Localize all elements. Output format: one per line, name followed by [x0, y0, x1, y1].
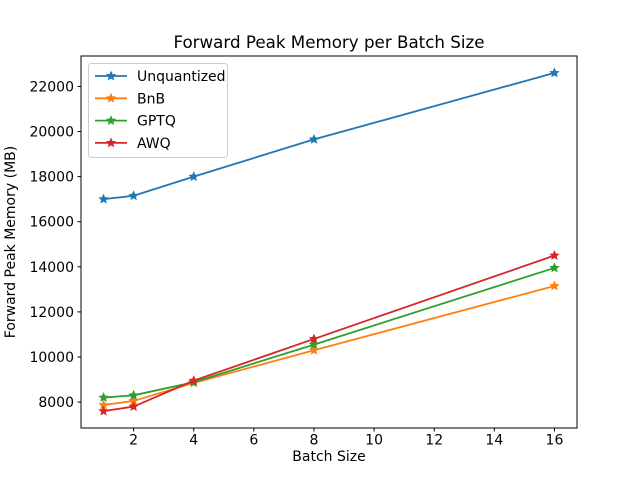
- x-tick-label: 10: [365, 433, 383, 449]
- series-marker-bnb: [128, 395, 139, 406]
- legend-star-icon: [105, 92, 117, 103]
- legend-label-unquantized: Unquantized: [137, 69, 226, 85]
- plot-border: [80, 55, 578, 429]
- series-marker-unquantized: [98, 193, 109, 204]
- legend-star-icon: [105, 70, 117, 81]
- legend-item-gptq: GPTQ: [95, 114, 176, 130]
- legend-label-bnb: BnB: [137, 91, 165, 107]
- legend-frame: [88, 63, 228, 158]
- y-tick-label: 10000: [29, 350, 74, 366]
- series-marker-gptq: [308, 339, 320, 350]
- legend-item-awq: AWQ: [95, 136, 171, 152]
- y-axis-label: Forward Peak Memory (MB): [3, 146, 19, 338]
- series-marker-awq: [98, 405, 109, 416]
- legend-item-bnb: BnB: [95, 91, 165, 107]
- y-tick-label: 20000: [29, 125, 74, 141]
- x-tick-label: 6: [249, 433, 258, 449]
- legend: Unquantized BnB GPTQ AWQ: [88, 63, 228, 158]
- chart-title: Forward Peak Memory per Batch Size: [173, 32, 484, 52]
- series-marker-bnb: [98, 399, 109, 410]
- series-line-gptq: [102, 267, 556, 399]
- x-tick-label: 16: [546, 433, 564, 449]
- series-marker-unquantized: [549, 67, 560, 78]
- series-marker-awq: [308, 333, 320, 344]
- x-tick-label: 4: [189, 433, 198, 449]
- y-tick-label: 12000: [29, 305, 74, 321]
- legend-item-unquantized: Unquantized: [95, 69, 226, 85]
- legend-star-icon: [105, 137, 117, 148]
- x-tick-label: 12: [425, 433, 443, 449]
- y-tick-label: 8000: [38, 395, 74, 411]
- y-tick-label: 22000: [29, 79, 74, 95]
- x-tick-label: 14: [485, 433, 503, 449]
- legend-label-gptq: GPTQ: [137, 114, 176, 130]
- series-marker-awq: [549, 250, 560, 260]
- series-marker-gptq: [549, 262, 560, 273]
- y-tick-label: 14000: [29, 260, 74, 276]
- y-tick-label: 18000: [29, 170, 74, 186]
- y-tick-label: 16000: [29, 215, 74, 231]
- series-marker-awq: [128, 401, 139, 412]
- series-marker-gptq: [98, 392, 109, 403]
- legend-label-awq: AWQ: [137, 136, 171, 152]
- x-tick-label: 2: [129, 433, 138, 449]
- series-marker-unquantized: [308, 133, 320, 144]
- x-tick-label: 8: [310, 433, 319, 449]
- x-axis-label: Batch Size: [292, 449, 365, 465]
- series-marker-bnb: [308, 344, 320, 355]
- series-marker-unquantized: [188, 171, 199, 182]
- series-marker-unquantized: [128, 190, 139, 201]
- plot-area: 2 4 6 8 10 12 14 16 8000 10000 12000 14000 16000 1800…: [29, 55, 578, 449]
- series-marker-bnb: [549, 280, 560, 291]
- series-marker-awq: [188, 375, 199, 386]
- series-marker-gptq: [128, 389, 139, 400]
- legend-star-icon: [105, 115, 117, 126]
